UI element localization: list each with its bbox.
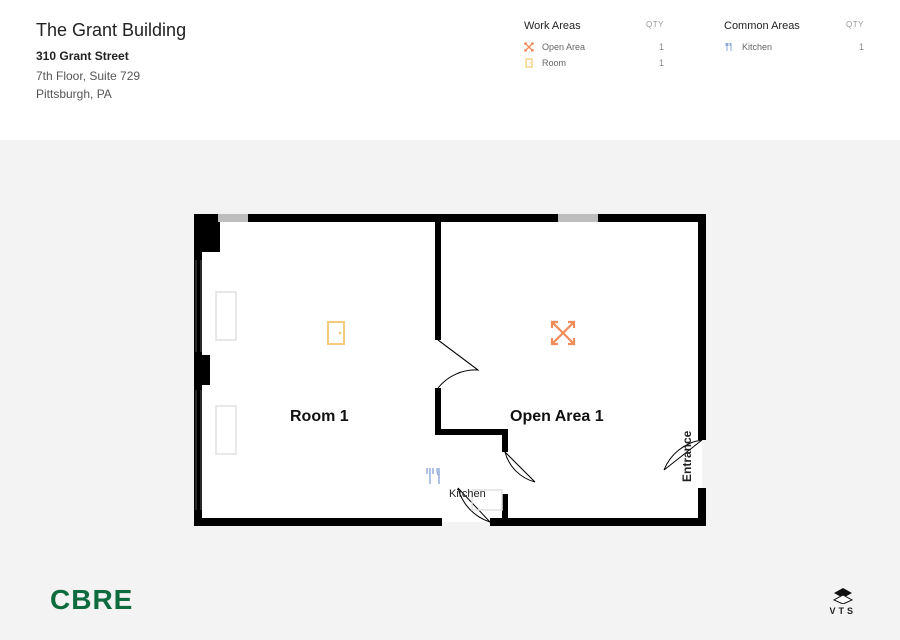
floorplan-canvas: Room 1 Open Area 1 Kitchen Entrance CBRE…: [0, 140, 900, 640]
address-line-3: Pittsburgh, PA: [36, 85, 524, 103]
legend-heading: Work Areas QTY: [524, 20, 664, 32]
legend-title: Common Areas: [724, 20, 800, 32]
legend-item-label: Room: [542, 58, 651, 68]
legend-work-areas: Work Areas QTY Open Area 1 Room 1: [524, 20, 664, 140]
legend-row: Room 1: [524, 58, 664, 68]
kitchen-label: Kitchen: [449, 488, 486, 500]
vts-logo-text: VTS: [829, 606, 856, 616]
legend-item-label: Open Area: [542, 42, 651, 52]
floorplan: [190, 210, 710, 530]
legend-qty-label: QTY: [646, 20, 664, 32]
open-area-label: Open Area 1: [510, 408, 604, 426]
building-name: The Grant Building: [36, 20, 524, 41]
legend-item-label: Kitchen: [742, 42, 851, 52]
legend-row: Open Area 1: [524, 42, 664, 52]
floorplan-svg: [190, 210, 710, 530]
vts-logo-icon: [832, 588, 854, 604]
legend: Work Areas QTY Open Area 1 Room 1 Common…: [524, 20, 864, 140]
legend-item-qty: 1: [659, 58, 664, 68]
cbre-logo: CBRE: [50, 584, 133, 616]
legend-qty-label: QTY: [846, 20, 864, 32]
legend-row: Kitchen 1: [724, 42, 864, 52]
legend-title: Work Areas: [524, 20, 581, 32]
cbre-logo-text: CBRE: [50, 584, 133, 615]
room-1-label: Room 1: [290, 408, 349, 426]
title-block: The Grant Building 310 Grant Street 7th …: [36, 20, 524, 140]
address-line-1: 310 Grant Street: [36, 49, 524, 63]
legend-item-qty: 1: [859, 42, 864, 52]
address-line-2: 7th Floor, Suite 729: [36, 67, 524, 85]
header: The Grant Building 310 Grant Street 7th …: [0, 0, 900, 140]
pillar: [194, 222, 220, 252]
legend-item-qty: 1: [659, 42, 664, 52]
room-interior: [198, 218, 702, 522]
kitchen-icon: [724, 42, 734, 52]
legend-common-areas: Common Areas QTY Kitchen 1: [724, 20, 864, 140]
entrance-label: Entrance: [680, 431, 694, 482]
open-area-icon: [524, 42, 534, 52]
room-icon: [524, 58, 534, 68]
pillar: [194, 355, 210, 385]
vts-logo: VTS: [829, 588, 856, 616]
legend-heading: Common Areas QTY: [724, 20, 864, 32]
